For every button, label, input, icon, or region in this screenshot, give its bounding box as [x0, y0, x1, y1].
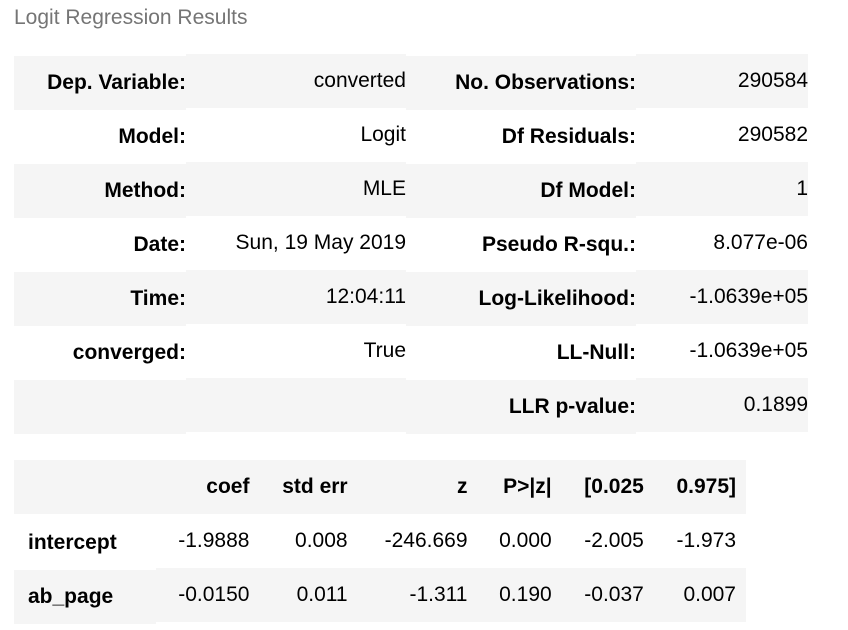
- row-label: ab_page: [28, 585, 114, 608]
- summary-key-left: Time:: [130, 287, 186, 310]
- summary-value-right: 290582: [737, 123, 808, 146]
- summary-value-left: converted: [313, 69, 406, 92]
- summary-value-right: 290584: [737, 69, 808, 92]
- summary-value-right: 0.1899: [743, 393, 808, 416]
- model-summary-table: Dep. Variable: converted No. Observation…: [14, 56, 808, 434]
- table-row: Dep. Variable: converted No. Observation…: [14, 56, 808, 110]
- summary-value-right: 8.077e-06: [713, 231, 808, 254]
- summary-key-right: No. Observations:: [455, 71, 636, 94]
- summary-value-right: -1.0639e+05: [689, 285, 808, 308]
- column-header: 0.975]: [676, 475, 736, 498]
- table-caption: Logit Regression Results: [14, 6, 248, 29]
- column-header: z: [457, 475, 468, 498]
- summary-value-left: Logit: [360, 123, 406, 146]
- table-row: Method: MLE Df Model: 1: [14, 164, 808, 218]
- summary-value-left: MLE: [362, 177, 406, 200]
- summary-key-left: Model:: [118, 125, 186, 148]
- summary-key-right: Pseudo R-squ.:: [481, 233, 636, 256]
- table-cell: -2.005: [584, 529, 644, 552]
- summary-value-right: -1.0639e+05: [689, 339, 808, 362]
- summary-value-left: Sun, 19 May 2019: [235, 231, 406, 254]
- table-cell: -1.973: [676, 529, 736, 552]
- table-cell: 0.007: [683, 583, 736, 606]
- coefficients-table: coef std err z P>|z| [0.025 0.975] inter…: [14, 460, 746, 622]
- column-header: coef: [206, 475, 250, 498]
- summary-key-right: LL-Null:: [556, 341, 636, 364]
- table-cell: -0.0150: [178, 583, 250, 606]
- summary-key-left: Method:: [104, 179, 186, 202]
- summary-key-right: Log-Likelihood:: [478, 287, 636, 310]
- table-cell: -0.037: [584, 583, 644, 606]
- summary-key-right: Df Model:: [540, 179, 636, 202]
- table-row: Time: 12:04:11 Log-Likelihood: -1.0639e+…: [14, 272, 808, 326]
- summary-key-right: LLR p-value:: [508, 395, 636, 418]
- column-header: std err: [282, 475, 348, 498]
- summary-value-left: True: [363, 339, 406, 362]
- table-row: Date: Sun, 19 May 2019 Pseudo R-squ.: 8.…: [14, 218, 808, 272]
- summary-value-right: 1: [796, 177, 808, 200]
- summary-key-left: converged:: [72, 341, 186, 364]
- table-cell: 0.011: [296, 583, 348, 606]
- table-cell: 0.190: [499, 583, 552, 606]
- summary-key-right: Df Residuals:: [501, 125, 636, 148]
- table-cell: 0.008: [295, 529, 348, 552]
- table-cell: -246.669: [384, 529, 468, 552]
- column-header: P>|z|: [503, 475, 552, 498]
- table-row: Model: Logit Df Residuals: 290582: [14, 110, 808, 164]
- row-label: intercept: [28, 531, 117, 554]
- table-cell: 0.000: [499, 529, 552, 552]
- table-row: LLR p-value: 0.1899: [14, 380, 808, 434]
- table-row: converged: True LL-Null: -1.0639e+05: [14, 326, 808, 380]
- summary-key-left: Dep. Variable:: [47, 71, 186, 94]
- summary-key-left: [14, 380, 186, 434]
- table-cell: -1.311: [409, 583, 468, 606]
- table-row: ab_page -0.0150 0.011 -1.311 0.190 -0.03…: [14, 568, 746, 622]
- table-header-row: coef std err z P>|z| [0.025 0.975]: [14, 460, 746, 514]
- column-header: [14, 460, 156, 514]
- table-row: intercept -1.9888 0.008 -246.669 0.000 -…: [14, 514, 746, 568]
- summary-key-left: Date:: [133, 233, 186, 256]
- column-header: [0.025: [584, 475, 644, 498]
- summary-value-left: 12:04:11: [325, 285, 406, 308]
- table-cell: -1.9888: [178, 529, 250, 552]
- summary-value-left: [186, 378, 406, 432]
